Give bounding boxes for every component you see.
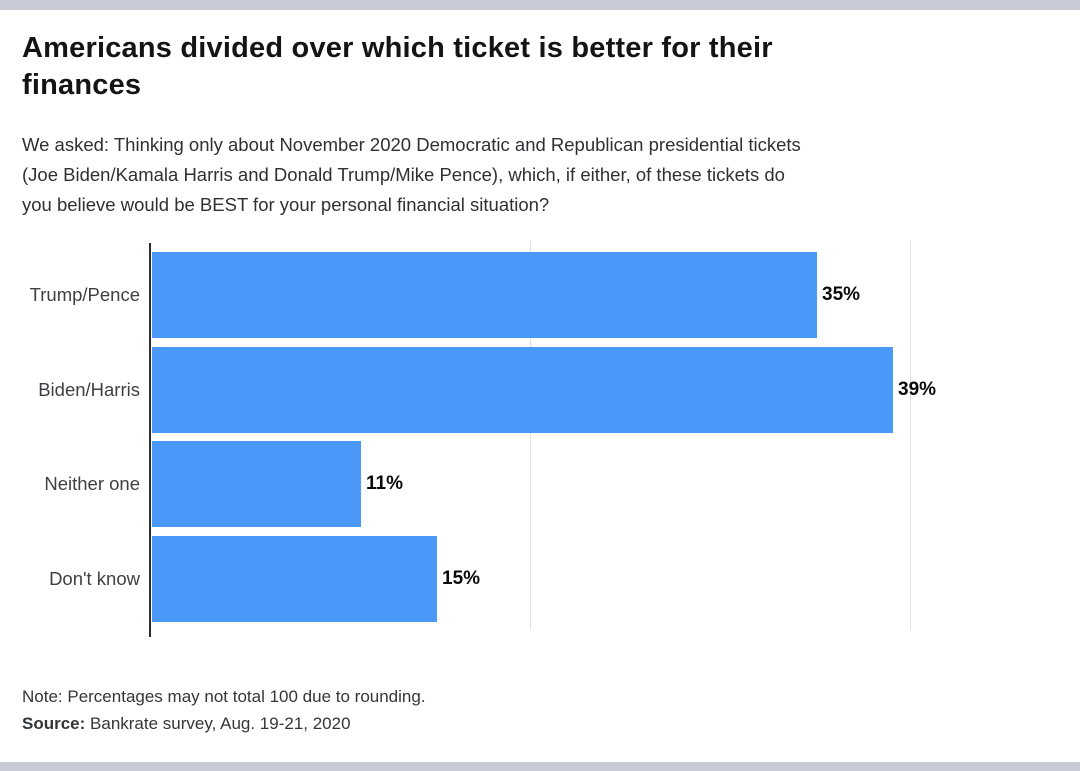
bar-row: Biden/Harris 39%: [0, 347, 1080, 433]
category-label: Trump/Pence: [29, 284, 140, 305]
bar-row: Trump/Pence 35%: [0, 252, 1080, 338]
y-axis-line: [149, 243, 151, 637]
value-label: 15%: [442, 568, 481, 589]
survey-question-line-2: (Joe Biden/Kamala Harris and Donald Trum…: [22, 164, 785, 185]
bar: [152, 252, 817, 338]
bar: [152, 347, 893, 433]
bar-row: Neither one 11%: [0, 441, 1080, 527]
source-text: Bankrate survey, Aug. 19-21, 2020: [85, 714, 351, 733]
category-label: Biden/Harris: [38, 379, 140, 400]
value-label: 39%: [898, 379, 937, 400]
x-gridline: [530, 240, 531, 630]
top-border-band: [0, 0, 1080, 10]
bar: [152, 441, 361, 527]
page-title-line-1: Americans divided over which ticket is b…: [22, 32, 773, 64]
survey-question: We asked: Thinking only about November 2…: [22, 130, 801, 220]
category-label: Neither one: [44, 473, 140, 494]
category-label: Don't know: [49, 568, 140, 589]
value-label: 35%: [822, 284, 861, 305]
source-label: Source:: [22, 714, 86, 733]
footnote: Note: Percentages may not total 100 due …: [22, 687, 426, 706]
survey-question-line-3: you believe would be BEST for your perso…: [22, 194, 550, 215]
bar-chart: Trump/Pence 35% Biden/Harris 39% Neither one…: [0, 240, 1080, 638]
bar: [152, 536, 437, 622]
x-gridline: [910, 240, 911, 630]
page-title-line-2: finances: [22, 69, 142, 101]
bar-row: Don't know 15%: [0, 536, 1080, 622]
bottom-border-band: [0, 762, 1080, 771]
page-title: Americans divided over which ticket is b…: [22, 30, 773, 104]
source-line: Source: Bankrate survey, Aug. 19-21, 202…: [22, 710, 351, 738]
value-label: 11%: [366, 473, 403, 494]
survey-question-line-1: We asked: Thinking only about November 2…: [22, 134, 801, 155]
